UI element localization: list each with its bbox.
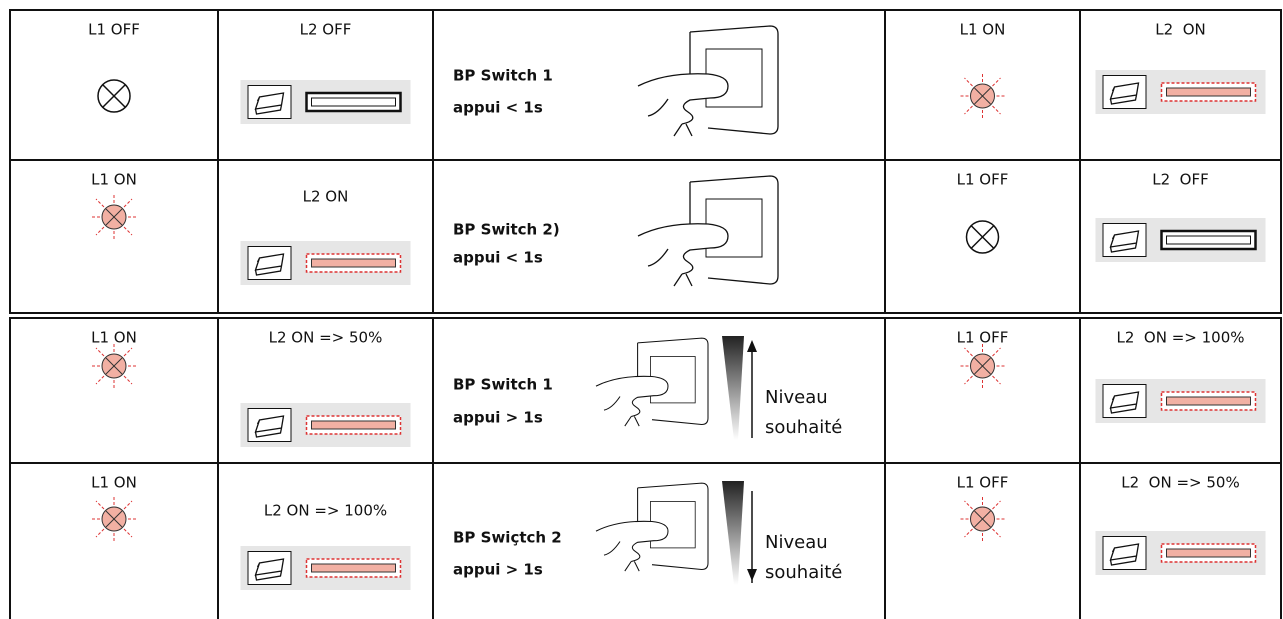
- ballast-icon: [247, 550, 292, 586]
- switch-action: appui > 1s: [453, 561, 543, 579]
- l2-label: L2 ON => 100%: [1116, 329, 1244, 347]
- l2-label: L2 ON => 50%: [1121, 474, 1239, 492]
- lamp-icon: [958, 73, 1007, 119]
- level-gradient: [722, 481, 744, 585]
- tube-icon: [305, 415, 402, 435]
- lamp-icon: [89, 496, 139, 542]
- level-text: Niveau: [765, 532, 828, 553]
- switch-action: appui > 1s: [453, 409, 543, 427]
- l2-label: L2 ON => 50%: [269, 329, 383, 347]
- ballast-icon: [247, 245, 292, 281]
- hand-switch-icon: [595, 482, 709, 572]
- ballast-icon: [1102, 383, 1147, 419]
- table-frame: [9, 317, 1282, 619]
- l1-label: L1 ON: [91, 329, 137, 347]
- tube-icon: [305, 253, 402, 273]
- lamp-icon: [89, 194, 139, 240]
- lamp-icon: [89, 343, 139, 389]
- arrow-head: [747, 569, 757, 581]
- l1-label: L1 OFF: [957, 329, 1009, 347]
- switch-name: BP Switch 1: [453, 67, 553, 85]
- l2-label: L2 OFF: [300, 21, 352, 39]
- table-frame: [9, 9, 1282, 314]
- ballast-icon: [247, 407, 292, 443]
- ballast-icon: [247, 84, 292, 120]
- arrow-head: [747, 340, 757, 352]
- hand-switch-icon: [637, 175, 779, 287]
- switch-name: BP Swiçtch 2: [453, 529, 562, 547]
- l1-label: L1 ON: [91, 171, 137, 189]
- hand-switch-icon: [595, 337, 709, 427]
- switch-name: BP Switch 1: [453, 376, 553, 394]
- level-text: souhaité: [765, 562, 842, 583]
- level-text: Niveau: [765, 387, 828, 408]
- tube-icon: [305, 91, 402, 113]
- l1-label: L1 ON: [91, 474, 137, 492]
- lamp-icon: [97, 79, 131, 113]
- ballast-icon: [1102, 535, 1147, 571]
- hand-switch-icon: [637, 25, 779, 137]
- tube-icon: [1160, 82, 1257, 102]
- l1-label: L1 OFF: [957, 474, 1009, 492]
- ballast-icon: [1102, 222, 1147, 258]
- l2-label: L2 ON: [303, 188, 349, 206]
- level-gradient: [722, 336, 744, 440]
- tube-icon: [305, 558, 402, 578]
- switch-action: appui < 1s: [453, 99, 543, 117]
- l2-label: L2 ON => 100%: [264, 502, 387, 520]
- lamp-icon: [958, 343, 1007, 389]
- l1-label: L1 OFF: [88, 21, 140, 39]
- tube-icon: [1160, 543, 1257, 563]
- switch-action: appui < 1s: [453, 249, 543, 267]
- lamp-icon: [965, 220, 1000, 254]
- l2-label: L2 ON: [1155, 21, 1205, 39]
- l2-label: L2 OFF: [1152, 171, 1209, 189]
- level-text: souhaité: [765, 417, 842, 438]
- l1-label: L1 ON: [960, 21, 1006, 39]
- ballast-icon: [1102, 74, 1147, 110]
- l1-label: L1 OFF: [957, 171, 1009, 189]
- tube-icon: [1160, 391, 1257, 411]
- tube-icon: [1160, 229, 1257, 251]
- lamp-icon: [958, 496, 1007, 542]
- switch-name: BP Switch 2): [453, 221, 560, 239]
